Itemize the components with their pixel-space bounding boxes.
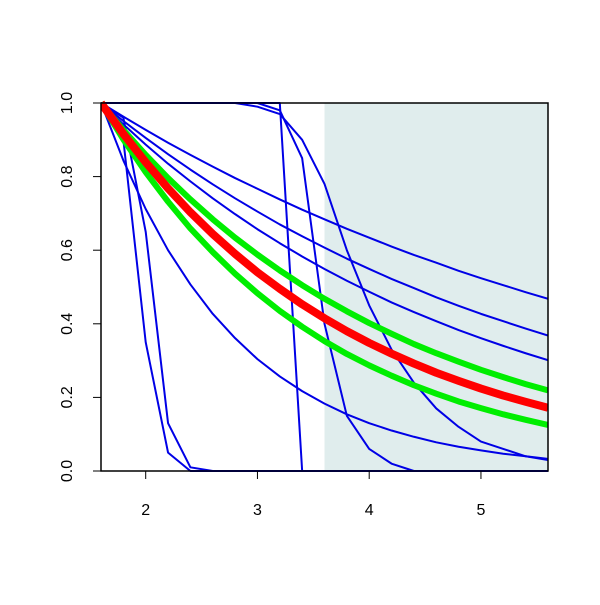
plot-box (100, 102, 549, 472)
x-tick-label: 2 (141, 502, 150, 519)
x-tick-label: 5 (476, 502, 485, 519)
curve (101, 100, 548, 412)
curve (101, 102, 548, 362)
curve (101, 101, 548, 428)
y-tick-label: 0.8 (59, 165, 76, 187)
curve (101, 101, 548, 394)
x-tick-label: 4 (365, 502, 374, 519)
curve (101, 102, 548, 460)
y-tick-label: 0.4 (59, 313, 76, 335)
y-tick-label: 0.6 (59, 239, 76, 261)
y-tick-label: 0.2 (59, 386, 76, 408)
x-tick-label: 3 (253, 502, 262, 519)
y-tick-label: 0.0 (59, 460, 76, 482)
curve (101, 102, 548, 337)
curve (101, 102, 548, 300)
y-tick-label: 1.0 (59, 92, 76, 114)
